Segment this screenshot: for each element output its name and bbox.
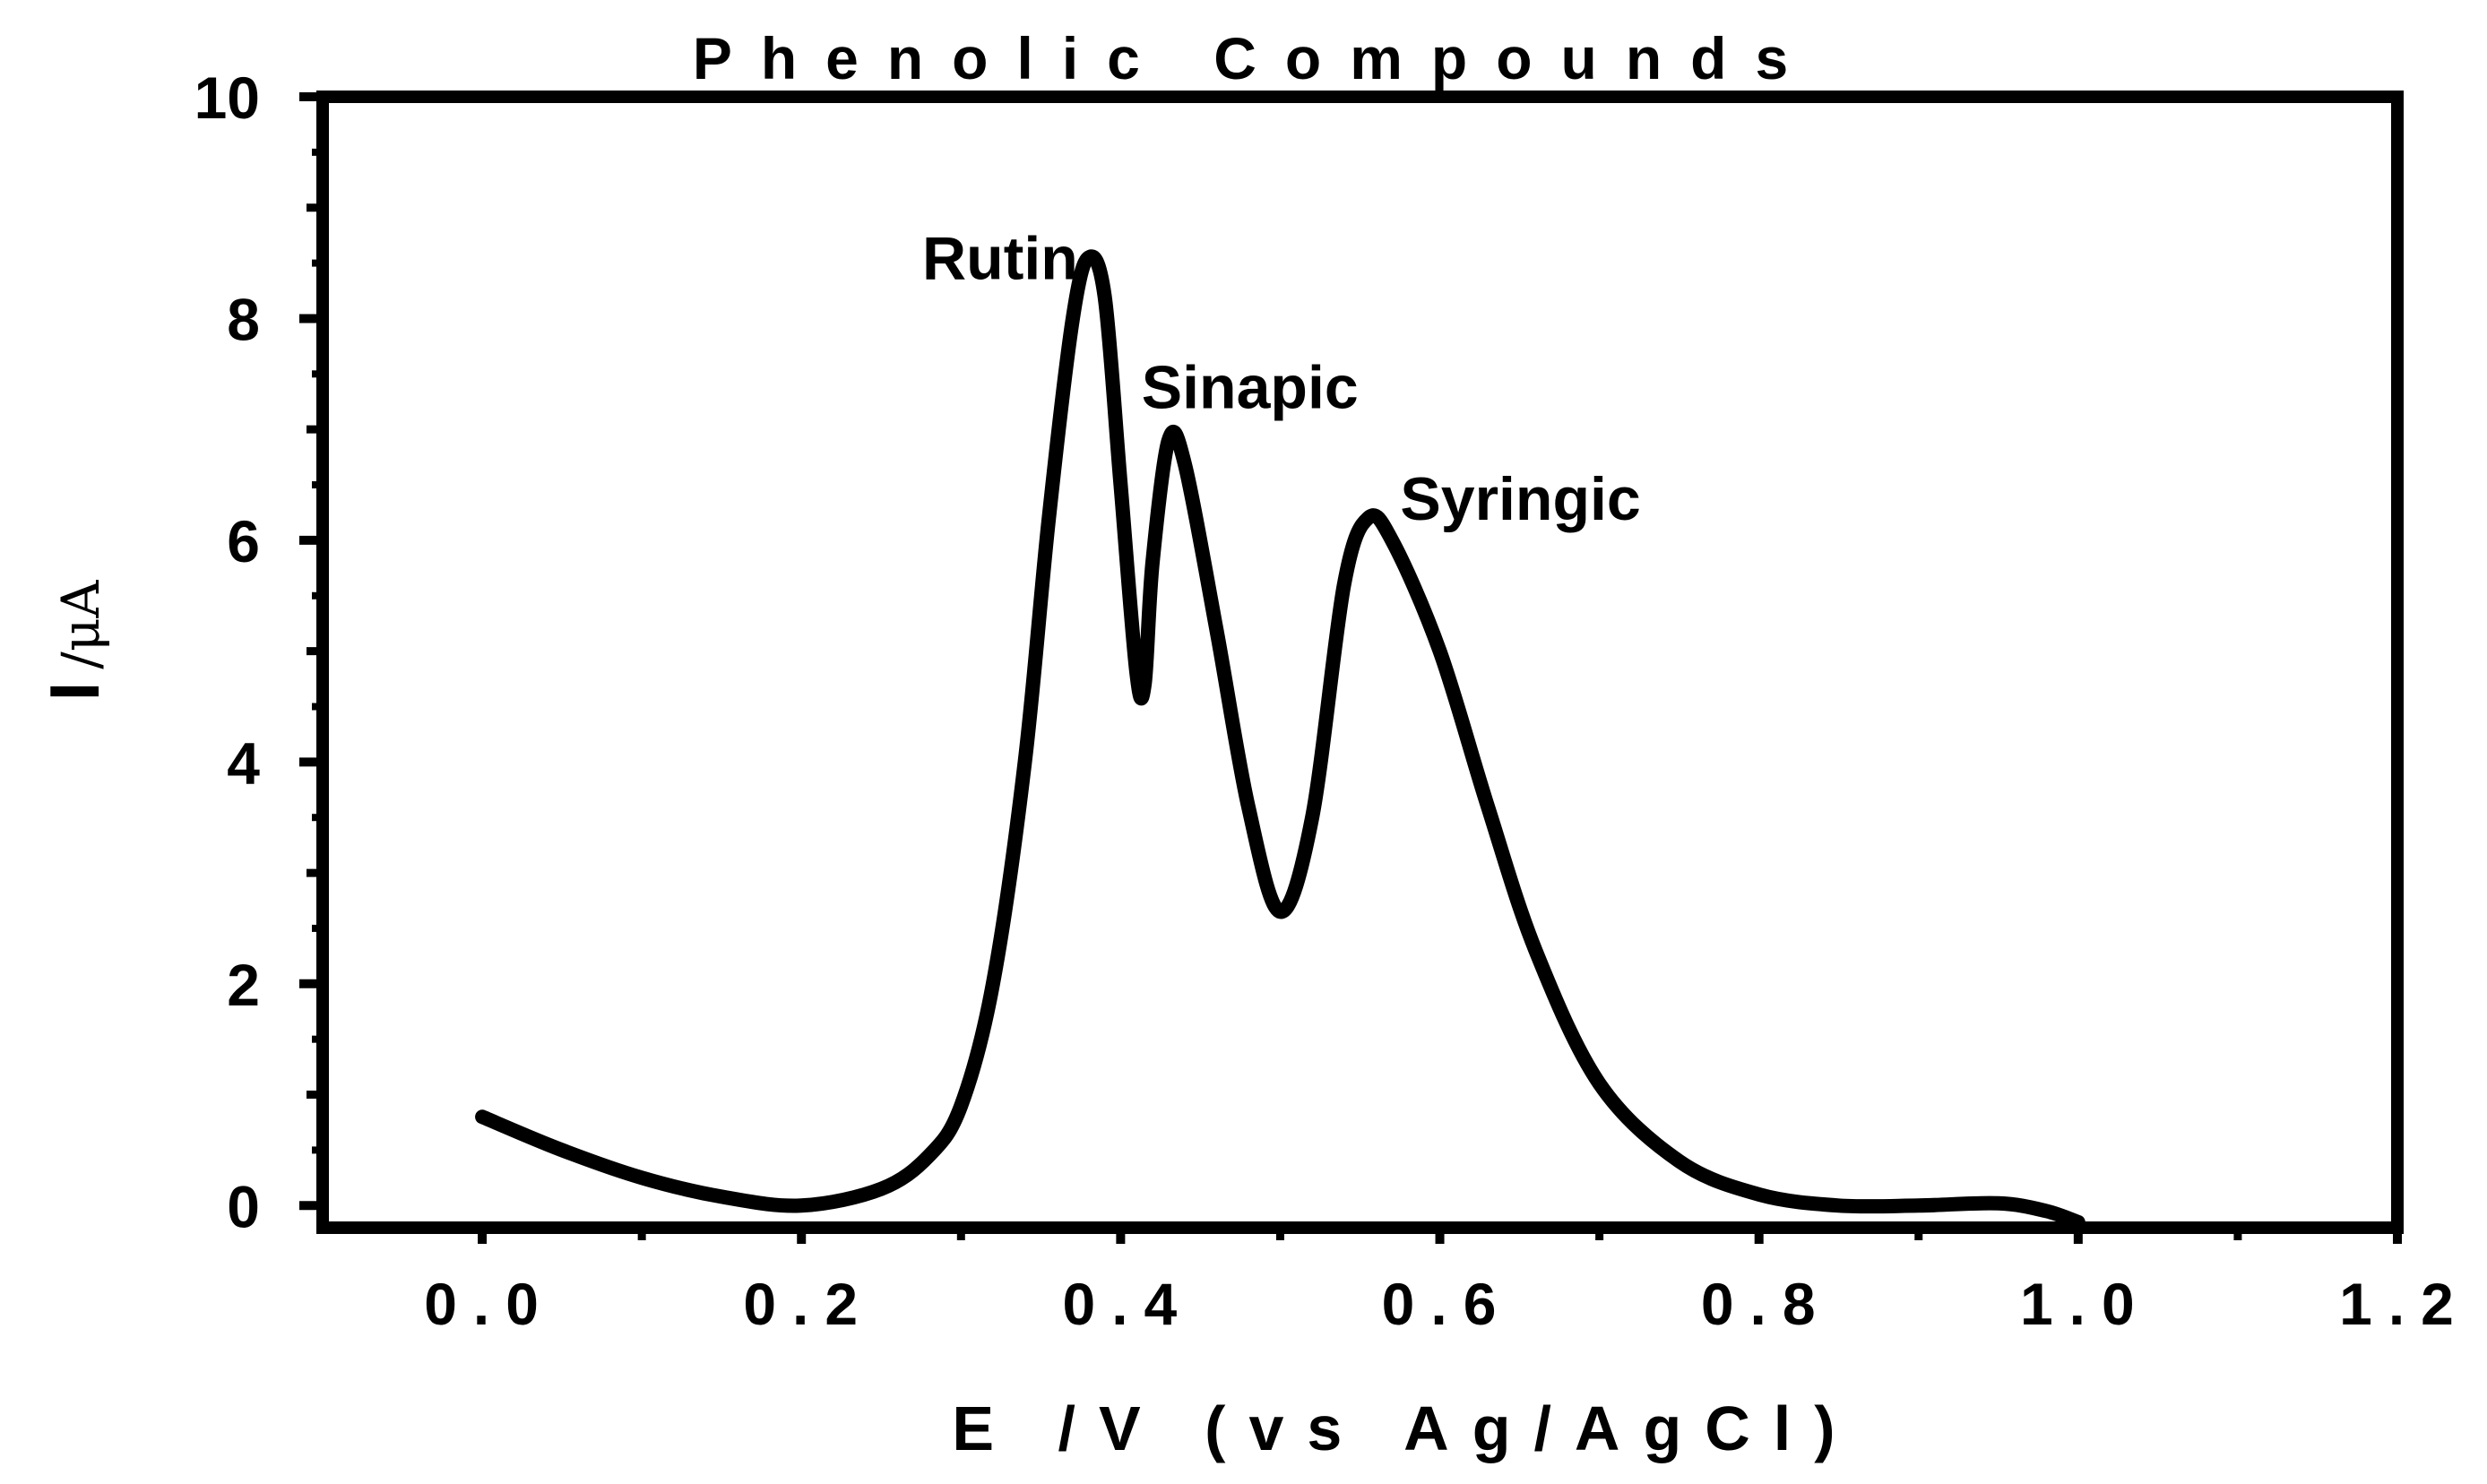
series-line xyxy=(475,249,2085,1229)
x-tick-label: 0.8 xyxy=(1701,1271,1832,1337)
peak-label: Syringic xyxy=(1400,465,1640,533)
y-tick-label: 10 xyxy=(194,65,260,131)
x-tick-label: 0.4 xyxy=(1063,1271,1194,1337)
ticks-layer: 0 2 4 6 8 10 0.0 0.2 0.4 0.6 0.8 1.0 1.2 xyxy=(194,65,2470,1337)
y-axis-symbol: I xyxy=(35,682,114,702)
axes-layer xyxy=(316,91,2404,1234)
x-tick-label: 0.0 xyxy=(424,1271,555,1337)
chart-title: Phenolic Compounds xyxy=(693,25,1817,91)
x-tick-label: 1.2 xyxy=(2339,1271,2470,1337)
peak-label: Sinapic xyxy=(1142,354,1359,422)
annotation-layer: Rutin Sinapic Syringic xyxy=(922,224,1641,533)
y-tick-label: 6 xyxy=(227,508,260,574)
y-axis-unit: /μA xyxy=(50,579,111,669)
y-tick-label: 0 xyxy=(227,1173,260,1239)
y-tick-label: 4 xyxy=(227,729,260,796)
y-tick-label: 8 xyxy=(227,286,260,352)
plot-frame xyxy=(316,91,2404,1234)
x-axis-title: E /V (vs Ag/AgCl) xyxy=(952,1393,1858,1463)
peak-label: Rutin xyxy=(922,224,1078,292)
x-tick-label: 0.2 xyxy=(743,1271,874,1337)
x-tick-label: 0.6 xyxy=(1382,1271,1513,1337)
y-tick-label: 2 xyxy=(227,952,260,1018)
y-axis-title: I/μA xyxy=(35,579,114,701)
series-layer xyxy=(475,249,2085,1229)
x-tick-label: 1.0 xyxy=(2020,1271,2151,1337)
